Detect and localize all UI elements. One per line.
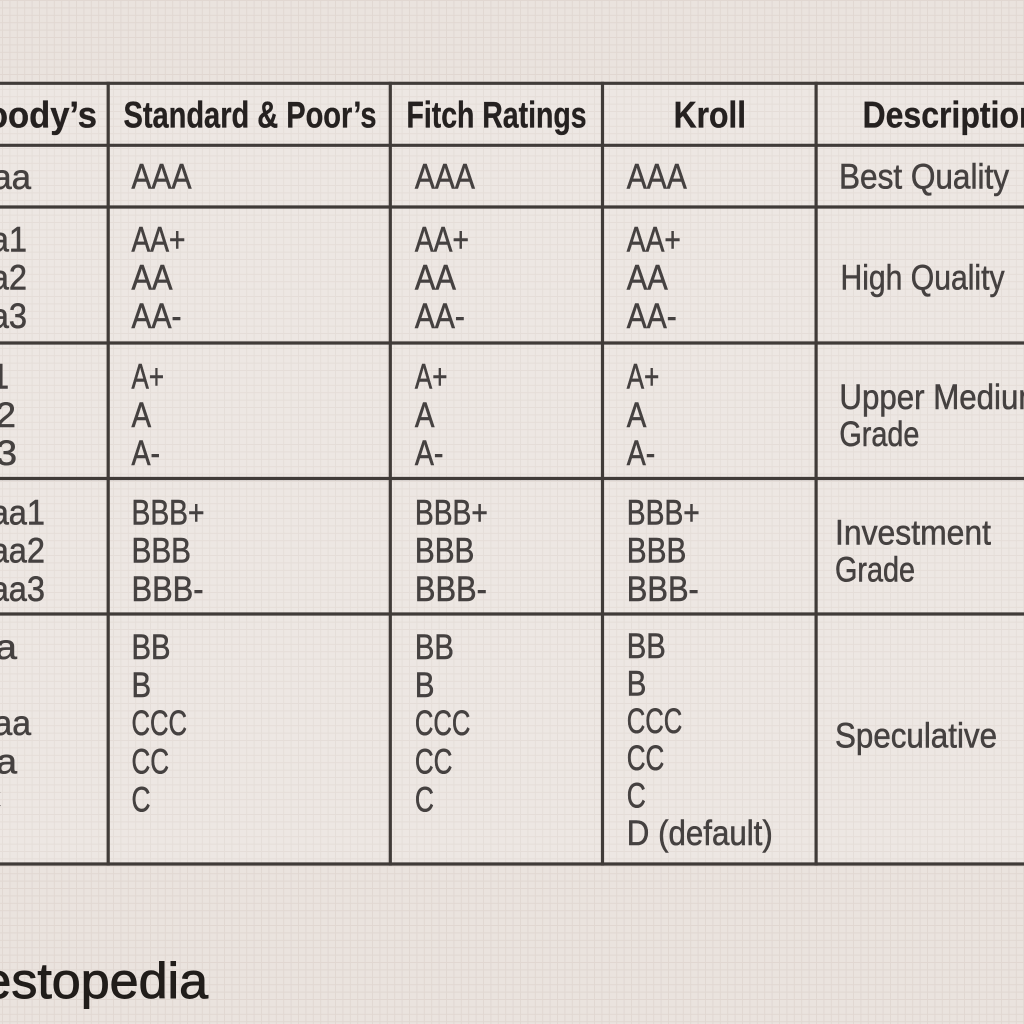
svg-text:A-: A- <box>132 434 161 473</box>
svg-text:BBB-: BBB- <box>132 570 204 609</box>
svg-text:Aa3: Aa3 <box>0 297 27 336</box>
svg-text:AAA: AAA <box>415 158 476 197</box>
svg-text:Investopedia: Investopedia <box>0 953 208 1009</box>
svg-text:CCC: CCC <box>415 704 471 743</box>
svg-text:A+: A+ <box>415 358 448 397</box>
svg-text:Grade: Grade <box>839 415 919 454</box>
svg-text:BBB: BBB <box>415 532 475 571</box>
svg-text:B: B <box>415 666 435 705</box>
svg-text:A-: A- <box>415 434 444 473</box>
svg-text:C: C <box>415 781 434 820</box>
svg-text:AAA: AAA <box>627 158 688 197</box>
svg-text:Aa2: Aa2 <box>0 259 27 298</box>
svg-text:Aa1: Aa1 <box>0 220 27 259</box>
svg-text:AA-: AA- <box>627 297 677 336</box>
svg-text:Aaa: Aaa <box>0 158 32 197</box>
svg-text:Moody’s: Moody’s <box>0 95 97 136</box>
svg-text:BBB+: BBB+ <box>132 494 205 533</box>
svg-text:Kroll: Kroll <box>674 95 747 136</box>
svg-text:Investment: Investment <box>835 513 991 552</box>
svg-text:Ba: Ba <box>0 628 18 667</box>
svg-text:CCC: CCC <box>132 704 188 743</box>
svg-text:D (default): D (default) <box>627 814 773 853</box>
svg-text:BBB-: BBB- <box>627 570 699 609</box>
svg-text:Baa2: Baa2 <box>0 532 45 571</box>
svg-text:CC: CC <box>132 742 170 781</box>
svg-text:C: C <box>132 781 151 820</box>
svg-text:AA+: AA+ <box>627 220 681 259</box>
svg-text:AA+: AA+ <box>132 220 186 259</box>
svg-text:A: A <box>627 396 647 435</box>
svg-text:BBB-: BBB- <box>415 570 487 609</box>
svg-text:Fitch Ratings: Fitch Ratings <box>407 95 587 136</box>
svg-text:AA: AA <box>415 259 457 298</box>
svg-text:Best Quality: Best Quality <box>839 158 1009 197</box>
svg-text:B: B <box>132 666 152 705</box>
svg-text:Standard & Poor’s: Standard & Poor’s <box>124 95 377 136</box>
svg-text:AA: AA <box>132 259 174 298</box>
svg-text:Speculative: Speculative <box>835 717 997 756</box>
svg-text:BB: BB <box>415 628 454 667</box>
svg-text:A: A <box>132 396 152 435</box>
svg-text:CC: CC <box>415 742 453 781</box>
svg-text:BBB: BBB <box>132 532 192 571</box>
svg-text:B: B <box>627 664 647 703</box>
svg-text:AA+: AA+ <box>415 220 469 259</box>
svg-text:CC: CC <box>627 739 665 778</box>
svg-text:BBB: BBB <box>627 532 687 571</box>
svg-text:BBB+: BBB+ <box>627 494 700 533</box>
svg-text:Grade: Grade <box>835 551 915 590</box>
svg-text:A+: A+ <box>627 358 660 397</box>
svg-text:A: A <box>415 396 435 435</box>
svg-text:A-: A- <box>627 434 656 473</box>
svg-text:Ca: Ca <box>0 742 18 781</box>
svg-text:BBB+: BBB+ <box>415 494 488 533</box>
svg-text:CCC: CCC <box>627 702 683 741</box>
svg-text:High Quality: High Quality <box>841 259 1005 298</box>
svg-text:BB: BB <box>132 628 171 667</box>
svg-text:C: C <box>0 781 2 820</box>
svg-text:AA-: AA- <box>132 297 182 336</box>
svg-text:Upper Medium: Upper Medium <box>839 378 1024 417</box>
svg-text:A1: A1 <box>0 358 9 397</box>
svg-text:AA-: AA- <box>415 297 465 336</box>
svg-text:Baa1: Baa1 <box>0 494 45 533</box>
svg-text:Caa: Caa <box>0 704 32 743</box>
svg-text:BB: BB <box>627 627 666 666</box>
svg-text:AAA: AAA <box>132 158 193 197</box>
svg-text:A2: A2 <box>0 396 16 435</box>
svg-text:AA: AA <box>627 259 669 298</box>
svg-text:Baa3: Baa3 <box>0 570 45 609</box>
svg-text:A+: A+ <box>132 358 165 397</box>
svg-text:Description: Description <box>863 95 1024 136</box>
svg-text:C: C <box>627 777 646 816</box>
svg-text:A3: A3 <box>0 434 17 473</box>
